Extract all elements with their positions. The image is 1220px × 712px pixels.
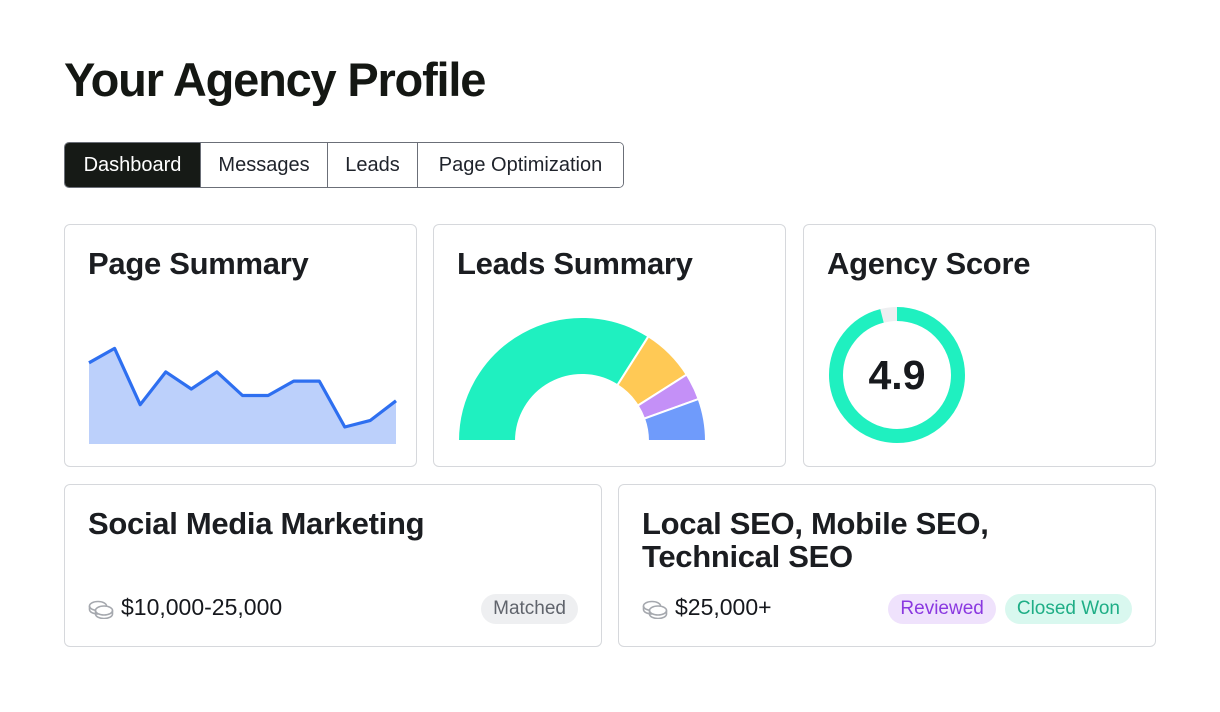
deal-card[interactable]: Local SEO, Mobile SEO, Technical SEO $25… — [618, 484, 1156, 647]
coins-icon — [642, 600, 668, 619]
tab-page-optimization[interactable]: Page Optimization — [418, 143, 623, 187]
score-progress — [829, 307, 965, 443]
donut-slice-4 — [642, 397, 708, 442]
deal-budget: $10,000-25,000 — [88, 594, 282, 621]
deal-badges: Reviewed Closed Won — [888, 594, 1132, 624]
page-summary-chart — [88, 346, 397, 444]
series-line — [88, 346, 397, 429]
deal-title: Local SEO, Mobile SEO, Technical SEO — [642, 506, 989, 574]
tab-dashboard[interactable]: Dashboard — [65, 143, 201, 187]
score-ring — [829, 307, 965, 443]
tab-messages[interactable]: Messages — [201, 143, 328, 187]
leads-summary-card[interactable]: Leads Summary — [433, 224, 786, 467]
agency-score-title: Agency Score — [827, 246, 1031, 281]
status-badge-reviewed: Reviewed — [888, 594, 996, 624]
deal-badges: Matched — [481, 594, 578, 624]
page-summary-card[interactable]: Page Summary — [64, 224, 417, 467]
tab-leads[interactable]: Leads — [328, 143, 418, 187]
status-badge-closed-won: Closed Won — [1004, 594, 1132, 624]
status-badge-matched: Matched — [481, 594, 578, 624]
tab-bar: Dashboard Messages Leads Page Optimizati… — [64, 142, 624, 188]
deal-budget-value: $10,000-25,000 — [121, 594, 283, 620]
page-title: Your Agency Profile — [64, 53, 486, 106]
agency-score-gauge: 4.9 — [827, 305, 967, 445]
agency-score-value: 4.9 — [868, 351, 926, 398]
deal-budget-value: $25,000+ — [675, 594, 772, 620]
leads-summary-chart — [456, 316, 708, 442]
deal-budget: $25,000+ — [642, 594, 772, 621]
deal-title: Social Media Marketing — [88, 506, 425, 541]
donut-slice-1 — [456, 316, 650, 442]
coins-icon — [88, 600, 114, 619]
page-summary-title: Page Summary — [88, 246, 309, 281]
deal-card[interactable]: Social Media Marketing $10,000-25,000 Ma… — [64, 484, 602, 647]
agency-score-card[interactable]: Agency Score 4.9 — [803, 224, 1156, 467]
leads-summary-title: Leads Summary — [457, 246, 693, 281]
